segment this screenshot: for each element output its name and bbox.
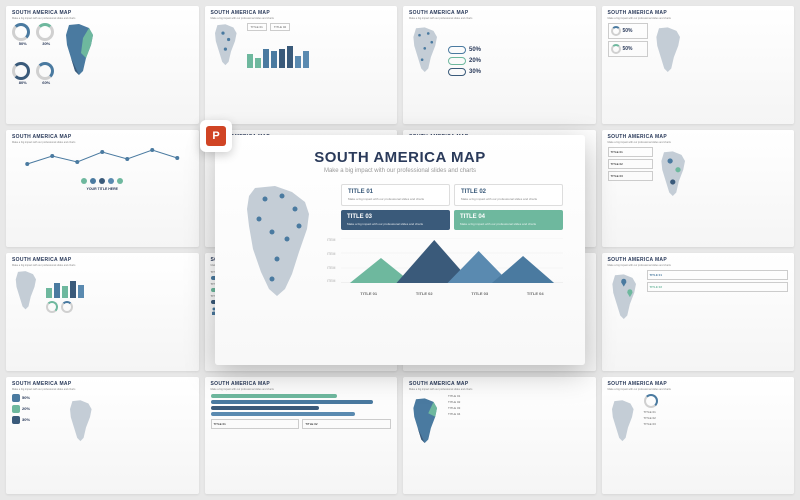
dot-icon [90, 178, 96, 184]
donut-icon [12, 62, 30, 80]
slide-subtitle: Make a big impact with our professional … [211, 388, 392, 391]
dot-icon [108, 178, 114, 184]
slide-subtitle: Make a big impact with our professional … [211, 17, 392, 20]
thumb-s1[interactable]: SOUTH AMERICA MAP Make a big impact with… [6, 6, 199, 124]
slide-title: SOUTH AMERICA MAP [409, 381, 590, 387]
slide-title: SOUTH AMERICA MAP [409, 10, 590, 16]
thumb-s15[interactable]: SOUTH AMERICA MAP Make a big impact with… [403, 377, 596, 495]
powerpoint-badge: P [200, 120, 232, 152]
slide-subtitle: Make a big impact with our professional … [608, 17, 789, 20]
info-box-3: TITLE 03 Make a big impact with our prof… [341, 210, 450, 230]
donut-icon [12, 23, 30, 41]
slide-subtitle: Make a big impact with our professional … [608, 388, 789, 391]
thumb-s2[interactable]: SOUTH AMERICA MAP Make a big impact with… [205, 6, 398, 124]
map-icon [608, 394, 640, 449]
main-title: SOUTH AMERICA MAP [237, 149, 563, 166]
info-box-1: TITLE 01 Make a big impact with our prof… [341, 184, 450, 206]
hbar [211, 400, 373, 404]
hbar [211, 394, 337, 398]
donut-icon [611, 44, 621, 54]
slide-title: SOUTH AMERICA MAP [608, 10, 789, 16]
slide-subtitle: Make a big impact with our professional … [12, 264, 193, 267]
square-icon [12, 416, 20, 424]
info-box-2: TITLE 02 Make a big impact with our prof… [454, 184, 563, 206]
dot-icon [81, 178, 87, 184]
area-chart: ITEM ITEM ITEM ITEM TITLE 01 [341, 238, 563, 298]
slide-title: SOUTH AMERICA MAP [12, 257, 193, 263]
hbar [211, 412, 355, 416]
slide-subtitle: Make a big impact with our professional … [608, 264, 789, 267]
slide-title: SOUTH AMERICA MAP [211, 10, 392, 16]
square-icon [12, 394, 20, 402]
slide-subtitle: Make a big impact with our professional … [608, 141, 789, 144]
slide-title: SOUTH AMERICA MAP [608, 257, 789, 263]
map-icon [409, 23, 444, 78]
bar-chart [46, 270, 193, 298]
thumb-s16[interactable]: SOUTH AMERICA MAP Make a big impact with… [602, 377, 795, 495]
hbar [211, 406, 319, 410]
slide-title: SOUTH AMERICA MAP [12, 381, 193, 387]
powerpoint-icon: P [206, 126, 226, 146]
slide-subtitle: Make a big impact with our professional … [12, 388, 193, 391]
bar-chart [247, 33, 392, 68]
map-icon [652, 23, 687, 78]
pill-icon [448, 68, 466, 76]
thumb-s14[interactable]: SOUTH AMERICA MAP Make a big impact with… [205, 377, 398, 495]
map-icon [211, 23, 243, 68]
donut-icon [61, 301, 73, 313]
donut-icon [36, 62, 54, 80]
square-icon [12, 405, 20, 413]
dot-icon [99, 178, 105, 184]
line-chart [12, 144, 193, 174]
donut-icon [644, 394, 658, 408]
donut-icon [46, 301, 58, 313]
donut-icon [36, 23, 54, 41]
pill-icon [448, 57, 466, 65]
slide-subtitle: Make a big impact with our professional … [409, 388, 590, 391]
slide-title: SOUTH AMERICA MAP [211, 381, 392, 387]
map-icon [61, 23, 101, 78]
thumb-s13[interactable]: SOUTH AMERICA MAP Make a big impact with… [6, 377, 199, 495]
dot-icon [117, 178, 123, 184]
main-subtitle: Make a big impact with our professional … [237, 168, 563, 174]
slide-title: SOUTH AMERICA MAP [608, 134, 789, 140]
thumb-s12[interactable]: SOUTH AMERICA MAP Make a big impact with… [602, 253, 795, 371]
pill-icon [448, 46, 466, 54]
thumb-s9[interactable]: SOUTH AMERICA MAP Make a big impact with… [6, 253, 199, 371]
map-icon [409, 394, 444, 449]
thumb-s3[interactable]: SOUTH AMERICA MAP Make a big impact with… [403, 6, 596, 124]
map-icon [12, 270, 42, 312]
slide-title: SOUTH AMERICA MAP [12, 134, 193, 140]
slide-title: SOUTH AMERICA MAP [608, 381, 789, 387]
thumb-s4[interactable]: SOUTH AMERICA MAP Make a big impact with… [602, 6, 795, 124]
map-south-america [237, 184, 327, 299]
slide-subtitle: Make a big impact with our professional … [409, 17, 590, 20]
info-box-4: TITLE 04 Make a big impact with our prof… [454, 210, 563, 230]
thumb-s5[interactable]: SOUTH AMERICA MAP Make a big impact with… [6, 130, 199, 248]
donut-icon [611, 26, 621, 36]
info-grid: TITLE 01 Make a big impact with our prof… [341, 184, 563, 230]
map-icon [608, 270, 643, 325]
map-icon [66, 394, 98, 449]
map-icon [657, 147, 692, 202]
slide-subtitle: Make a big impact with our professional … [12, 17, 193, 20]
slide-title: SOUTH AMERICA MAP [12, 10, 193, 16]
main-slide[interactable]: SOUTH AMERICA MAP Make a big impact with… [215, 135, 585, 365]
thumb-s8[interactable]: SOUTH AMERICA MAP Make a big impact with… [602, 130, 795, 248]
